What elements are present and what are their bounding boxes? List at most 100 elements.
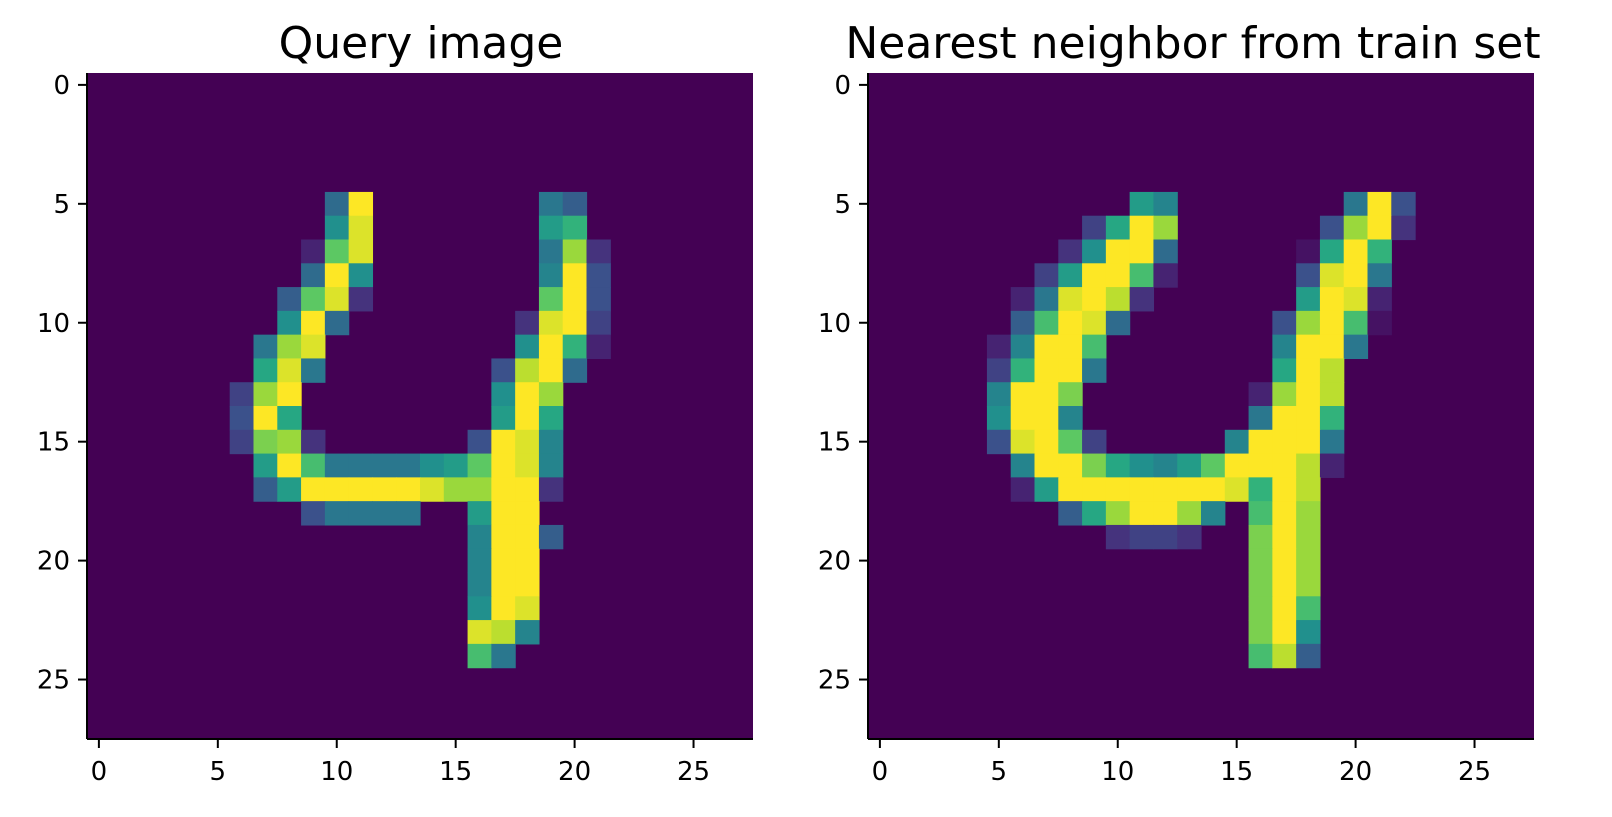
heatmap-cell <box>1034 310 1059 336</box>
y-tick-label: 15 <box>37 428 70 458</box>
heatmap-cell <box>1296 596 1321 621</box>
heatmap-cell <box>324 239 350 264</box>
heatmap-cell <box>1296 287 1321 312</box>
heatmap-cell <box>515 620 540 645</box>
x-tick-label: 5 <box>991 757 1008 787</box>
heatmap-cell <box>229 429 255 455</box>
heatmap-cell <box>1177 477 1202 502</box>
heatmap-cell <box>1010 310 1036 336</box>
heatmap-cell <box>1296 620 1321 645</box>
heatmap-cell <box>1343 334 1369 360</box>
heatmap-cell <box>515 453 540 478</box>
heatmap-cell <box>986 406 1012 431</box>
heatmap-cell <box>1272 620 1297 645</box>
heatmap-cell <box>1296 382 1321 407</box>
heatmap-cell <box>1343 191 1369 217</box>
heatmap-cell <box>586 334 611 360</box>
heatmap-cell <box>467 620 492 645</box>
heatmap-cell <box>1272 406 1297 431</box>
heatmap-cell <box>1272 358 1297 383</box>
heatmap-cell <box>1296 548 1321 574</box>
heatmap-cell <box>348 263 374 288</box>
heatmap-cell <box>1296 501 1321 526</box>
heatmap-cell <box>1272 453 1297 478</box>
heatmap-cell <box>1153 191 1178 217</box>
y-tick-label: 15 <box>818 428 851 458</box>
heatmap-cell <box>1201 501 1226 526</box>
y-tick-label: 20 <box>37 547 70 577</box>
heatmap-cell <box>1343 215 1369 241</box>
heatmap-cell <box>277 406 302 431</box>
heatmap-cell <box>229 382 255 407</box>
heatmap-cell <box>467 643 492 669</box>
heatmap-cell <box>986 334 1012 360</box>
heatmap-cell <box>1034 334 1059 360</box>
heatmap-cell <box>277 429 302 455</box>
heatmap-cell <box>1058 239 1083 264</box>
heatmap-cell <box>467 429 492 455</box>
heatmap-cell <box>1129 524 1155 550</box>
axes: 0 5 10 15 20 25 0 5 10 15 20 25 <box>37 71 753 787</box>
heatmap-cell <box>1248 477 1273 502</box>
heatmap-cell <box>1272 477 1297 502</box>
heatmap-cell <box>277 358 302 383</box>
heatmap-cell <box>1224 429 1250 455</box>
heatmap-cell <box>1082 310 1107 336</box>
heatmap-cell <box>1319 358 1345 383</box>
heatmap-cell <box>538 453 564 478</box>
heatmap-cell <box>1296 643 1321 669</box>
heatmap-cell <box>1319 334 1345 360</box>
heatmap-cell <box>1319 287 1345 312</box>
heatmap-cell <box>515 477 540 502</box>
heatmap-cell <box>1224 453 1250 478</box>
heatmap-cell <box>1177 453 1202 478</box>
heatmap-cell <box>277 453 302 478</box>
heatmap-cell <box>348 453 374 478</box>
y-tick-label: 25 <box>37 666 70 696</box>
heatmap-cell <box>1034 287 1059 312</box>
heatmap-cell <box>324 453 350 478</box>
heatmap-cell <box>467 453 492 478</box>
heatmap-cell <box>491 501 516 526</box>
heatmap-cell <box>301 358 326 383</box>
x-tick-label: 20 <box>558 757 591 787</box>
heatmap-cell <box>586 310 611 336</box>
heatmap-cell <box>1272 572 1297 597</box>
heatmap-cell <box>443 477 469 502</box>
x-tick-label: 25 <box>1458 757 1491 787</box>
heatmap-cell <box>467 596 492 621</box>
heatmap-cell <box>1248 572 1273 597</box>
heatmap-cell <box>1248 382 1273 407</box>
heatmap-cell <box>515 501 540 526</box>
heatmap-cell <box>1319 453 1345 478</box>
heatmap-cell <box>1105 310 1131 336</box>
heatmap-cell <box>1105 215 1131 241</box>
heatmap-cell <box>1010 406 1036 431</box>
heatmap-cell <box>1319 263 1345 288</box>
heatmap-cell <box>372 477 397 502</box>
heatmap-background <box>87 73 753 739</box>
heatmap-cell <box>1296 239 1321 264</box>
heatmap-cell <box>538 429 564 455</box>
heatmap-cell <box>301 334 326 360</box>
heatmap-cell <box>491 643 516 669</box>
heatmap-cell <box>348 287 374 312</box>
heatmap-cell <box>538 191 564 217</box>
heatmap-cell <box>1391 191 1416 217</box>
x-tick-label: 0 <box>91 757 108 787</box>
heatmap-cell <box>515 358 540 383</box>
heatmap-cell <box>538 524 564 550</box>
heatmap-cell <box>1272 310 1297 336</box>
heatmap-cell <box>324 191 350 217</box>
heatmap-cell <box>277 477 302 502</box>
heatmap-cell <box>1153 215 1178 241</box>
heatmap-cell <box>1272 548 1297 574</box>
heatmap-cell <box>396 477 421 502</box>
heatmap-cell <box>1248 453 1273 478</box>
heatmap-cell <box>277 287 302 312</box>
heatmap-cell <box>1082 263 1107 288</box>
heatmap-cell <box>986 429 1012 455</box>
heatmap-cell <box>515 524 540 550</box>
heatmap-cell <box>1367 191 1392 217</box>
